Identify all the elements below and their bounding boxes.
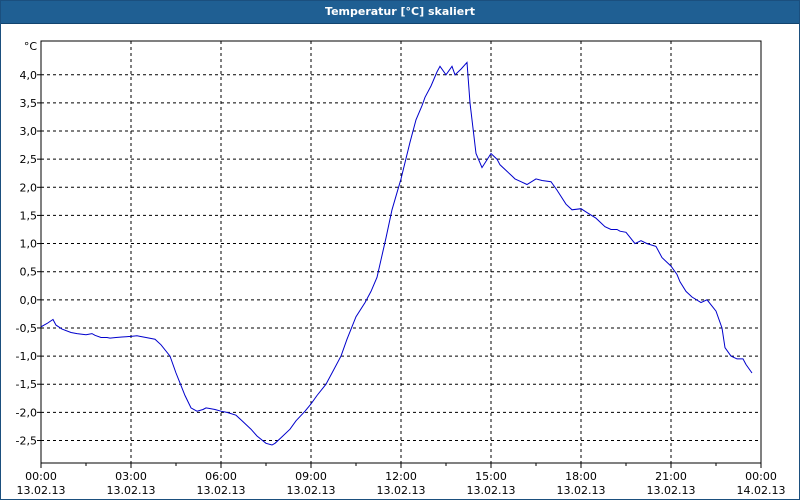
y-tick-label: 2,5 bbox=[20, 153, 38, 166]
x-tick-time: 03:00 bbox=[115, 470, 147, 483]
y-tick-label: -1,0 bbox=[16, 350, 37, 363]
x-tick-time: 00:00 bbox=[745, 470, 777, 483]
x-tick-date: 14.02.13 bbox=[737, 484, 786, 497]
y-tick-label: 3,0 bbox=[20, 125, 38, 138]
x-tick-date: 13.02.13 bbox=[17, 484, 66, 497]
y-tick-label: 4,0 bbox=[20, 69, 38, 82]
x-axis: 00:0013.02.1303:0013.02.1306:0013.02.130… bbox=[17, 463, 786, 497]
temperature-chart: °C 4,0 3,5 3,0 2,5 2,0 1,5 1,0 0,5 0,0 -0,5 -1,0 -1… bbox=[16, 40, 786, 497]
x-tick-time: 12:00 bbox=[385, 470, 417, 483]
x-tick-time: 18:00 bbox=[565, 470, 597, 483]
y-tick-label: -1,5 bbox=[16, 378, 37, 391]
x-tick-time: 21:00 bbox=[655, 470, 687, 483]
y-tick-label: 2,0 bbox=[20, 181, 38, 194]
x-tick-date: 13.02.13 bbox=[107, 484, 156, 497]
y-tick-label: 1,0 bbox=[20, 238, 38, 251]
y-tick-label: -0,5 bbox=[16, 322, 37, 335]
y-tick-label: -2,5 bbox=[16, 434, 37, 447]
x-tick-date: 13.02.13 bbox=[377, 484, 426, 497]
x-tick-time: 00:00 bbox=[25, 470, 57, 483]
chart-title: Temperatur [°C] skaliert bbox=[1, 1, 799, 24]
y-tick-label: 3,5 bbox=[20, 97, 38, 110]
x-tick-date: 13.02.13 bbox=[197, 484, 246, 497]
y-tick-label: -2,0 bbox=[16, 406, 37, 419]
x-tick-date: 13.02.13 bbox=[467, 484, 516, 497]
y-tick-label: 1,5 bbox=[20, 209, 38, 222]
y-tick-label: 0,5 bbox=[20, 266, 38, 279]
x-tick-time: 06:00 bbox=[205, 470, 237, 483]
x-tick-time: 09:00 bbox=[295, 470, 327, 483]
y-axis: °C 4,0 3,5 3,0 2,5 2,0 1,5 1,0 0,5 0,0 -0,5 -1,0 -1… bbox=[16, 40, 41, 447]
x-tick-date: 13.02.13 bbox=[287, 484, 336, 497]
x-tick-date: 13.02.13 bbox=[647, 484, 696, 497]
temperature-line bbox=[40, 61, 753, 446]
y-tick-label: 0,0 bbox=[20, 294, 38, 307]
x-tick-date: 13.02.13 bbox=[557, 484, 606, 497]
grid bbox=[40, 41, 762, 463]
y-axis-unit: °C bbox=[24, 40, 38, 53]
x-tick-time: 15:00 bbox=[475, 470, 507, 483]
